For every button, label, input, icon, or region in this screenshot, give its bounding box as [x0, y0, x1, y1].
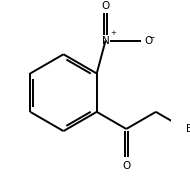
Text: −: − — [148, 33, 154, 42]
Text: O: O — [101, 1, 110, 11]
Text: N: N — [102, 36, 109, 46]
Text: O: O — [144, 36, 152, 46]
Text: +: + — [110, 30, 116, 36]
Text: Br: Br — [186, 124, 190, 134]
Text: O: O — [122, 161, 130, 171]
